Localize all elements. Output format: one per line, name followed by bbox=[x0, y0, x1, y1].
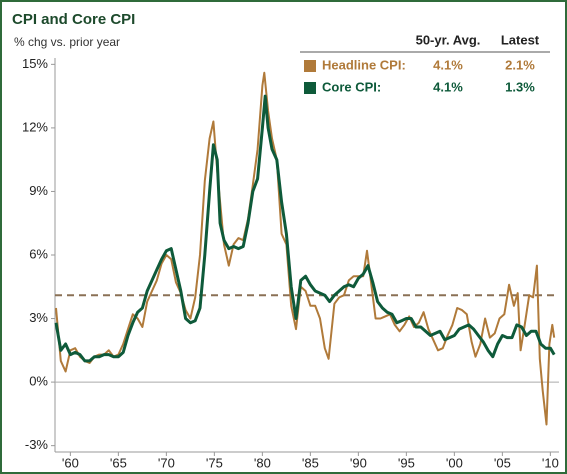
chart-title: CPI and Core CPI bbox=[12, 11, 135, 28]
x-tick-label: '60 bbox=[62, 455, 79, 470]
legend-latest: 2.1% bbox=[505, 57, 535, 72]
x-tick-label: '00 bbox=[446, 455, 463, 470]
series-line bbox=[55, 71, 556, 426]
y-tick-label: 0% bbox=[29, 374, 48, 389]
legend-swatch bbox=[304, 82, 316, 94]
legend-header: 50-yr. Avg. bbox=[416, 32, 481, 47]
x-tick-label: '80 bbox=[254, 455, 271, 470]
legend-latest: 1.3% bbox=[505, 79, 535, 94]
x-tick-label: '65 bbox=[110, 455, 127, 470]
series-line bbox=[54, 94, 556, 363]
y-tick-label: 6% bbox=[29, 246, 48, 261]
subtitle: % chg vs. prior year bbox=[14, 35, 120, 49]
y-tick-label: 15% bbox=[22, 56, 48, 71]
legend-label: Core CPI: bbox=[322, 79, 381, 94]
x-tick-label: '85 bbox=[302, 455, 319, 470]
x-tick-label: '90 bbox=[350, 455, 367, 470]
legend-average: 4.1% bbox=[433, 57, 463, 72]
x-tick-label: '70 bbox=[158, 455, 175, 470]
y-tick-label: -3% bbox=[25, 437, 49, 452]
y-tick-label: 9% bbox=[29, 183, 48, 198]
legend-swatch bbox=[304, 60, 316, 72]
y-tick-label: 12% bbox=[22, 119, 48, 134]
x-tick-label: '05 bbox=[494, 455, 511, 470]
legend-header: Latest bbox=[501, 32, 540, 47]
legend-average: 4.1% bbox=[433, 79, 463, 94]
x-tick-label: '95 bbox=[398, 455, 415, 470]
legend-label: Headline CPI: bbox=[322, 57, 406, 72]
y-tick-label: 3% bbox=[29, 310, 48, 325]
x-tick-label: '10 bbox=[542, 455, 559, 470]
x-tick-label: '75 bbox=[206, 455, 223, 470]
